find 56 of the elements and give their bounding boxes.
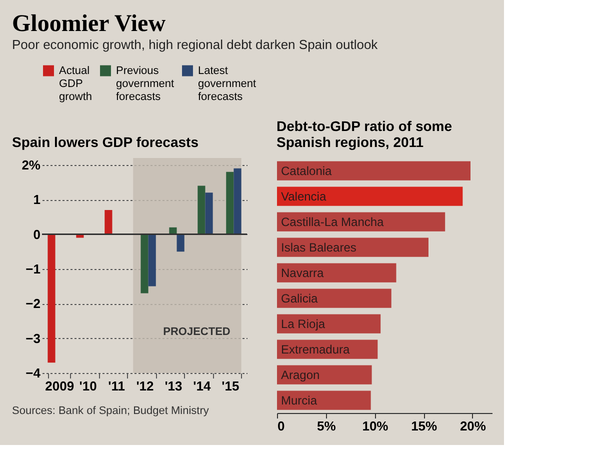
y-tick-label: 1 [33, 192, 40, 208]
x-tick-label: 10% [362, 418, 389, 434]
x-tick-label: '12 [136, 378, 154, 394]
bar [277, 238, 428, 257]
bar [277, 161, 470, 180]
chart-title: Debt-to-GDP ratio of some Spanish regions, 2011 [276, 118, 452, 150]
x-tick-label: '15 [222, 378, 240, 394]
y-tick-label: −2 [26, 296, 40, 312]
category-label: Islas Baleares [281, 240, 356, 254]
category-label: Extremadura [281, 342, 350, 356]
x-tick-label: 15% [411, 418, 438, 434]
bar [48, 234, 56, 363]
bar [176, 234, 184, 252]
bar [198, 186, 206, 234]
category-label: Castilla-La Mancha [281, 214, 384, 229]
bar [277, 365, 372, 384]
category-label: Aragon [281, 368, 320, 382]
bar [234, 168, 242, 234]
x-tick-label: 0 [278, 418, 285, 434]
bar [226, 172, 234, 234]
legend-label: Actual GDP growth [59, 64, 92, 103]
y-tick-label: −3 [26, 330, 40, 346]
x-tick-label: 20% [460, 418, 486, 434]
x-tick-label: '14 [193, 378, 212, 394]
y-tick-label: −4 [26, 366, 42, 380]
category-label: Murcia [281, 393, 318, 408]
bar [104, 210, 112, 234]
x-tick-label: '10 [79, 378, 97, 394]
category-label: Valencia [281, 189, 326, 204]
bar [277, 186, 463, 206]
bar [277, 288, 392, 308]
bar [205, 192, 213, 234]
bar [148, 234, 156, 286]
text: Poor economic growth, high regional debt darken Spain outlook [12, 37, 378, 52]
y-tick-label: 0 [33, 226, 40, 242]
legend-label: Previous government forecasts [116, 64, 174, 103]
source-note: Sources: Bank of Spain; Budget Ministry [12, 405, 210, 417]
text: Gloomier View [12, 11, 166, 37]
x-tick-label: '11 [108, 378, 125, 394]
bar [277, 314, 381, 334]
x-tick-label: 2009 [45, 378, 74, 394]
category-label: La Rioja [281, 316, 326, 331]
y-tick-label: 2% [22, 157, 41, 172]
chart-title: Spain lowers GDP forecasts [12, 134, 199, 150]
bar [277, 390, 371, 410]
category-label: Galicia [281, 291, 318, 306]
band-label: PROJECTED [163, 326, 230, 338]
y-tick-label: −1 [26, 261, 40, 276]
category-label: Navarra [281, 266, 324, 280]
bar [277, 212, 446, 232]
bar [140, 234, 148, 294]
bar [277, 263, 396, 282]
x-tick-label: 5% [316, 418, 336, 434]
legend-label: Latest government forecasts [198, 64, 256, 103]
category-label: Catalonia [281, 164, 332, 178]
x-tick-label: '13 [164, 378, 182, 394]
